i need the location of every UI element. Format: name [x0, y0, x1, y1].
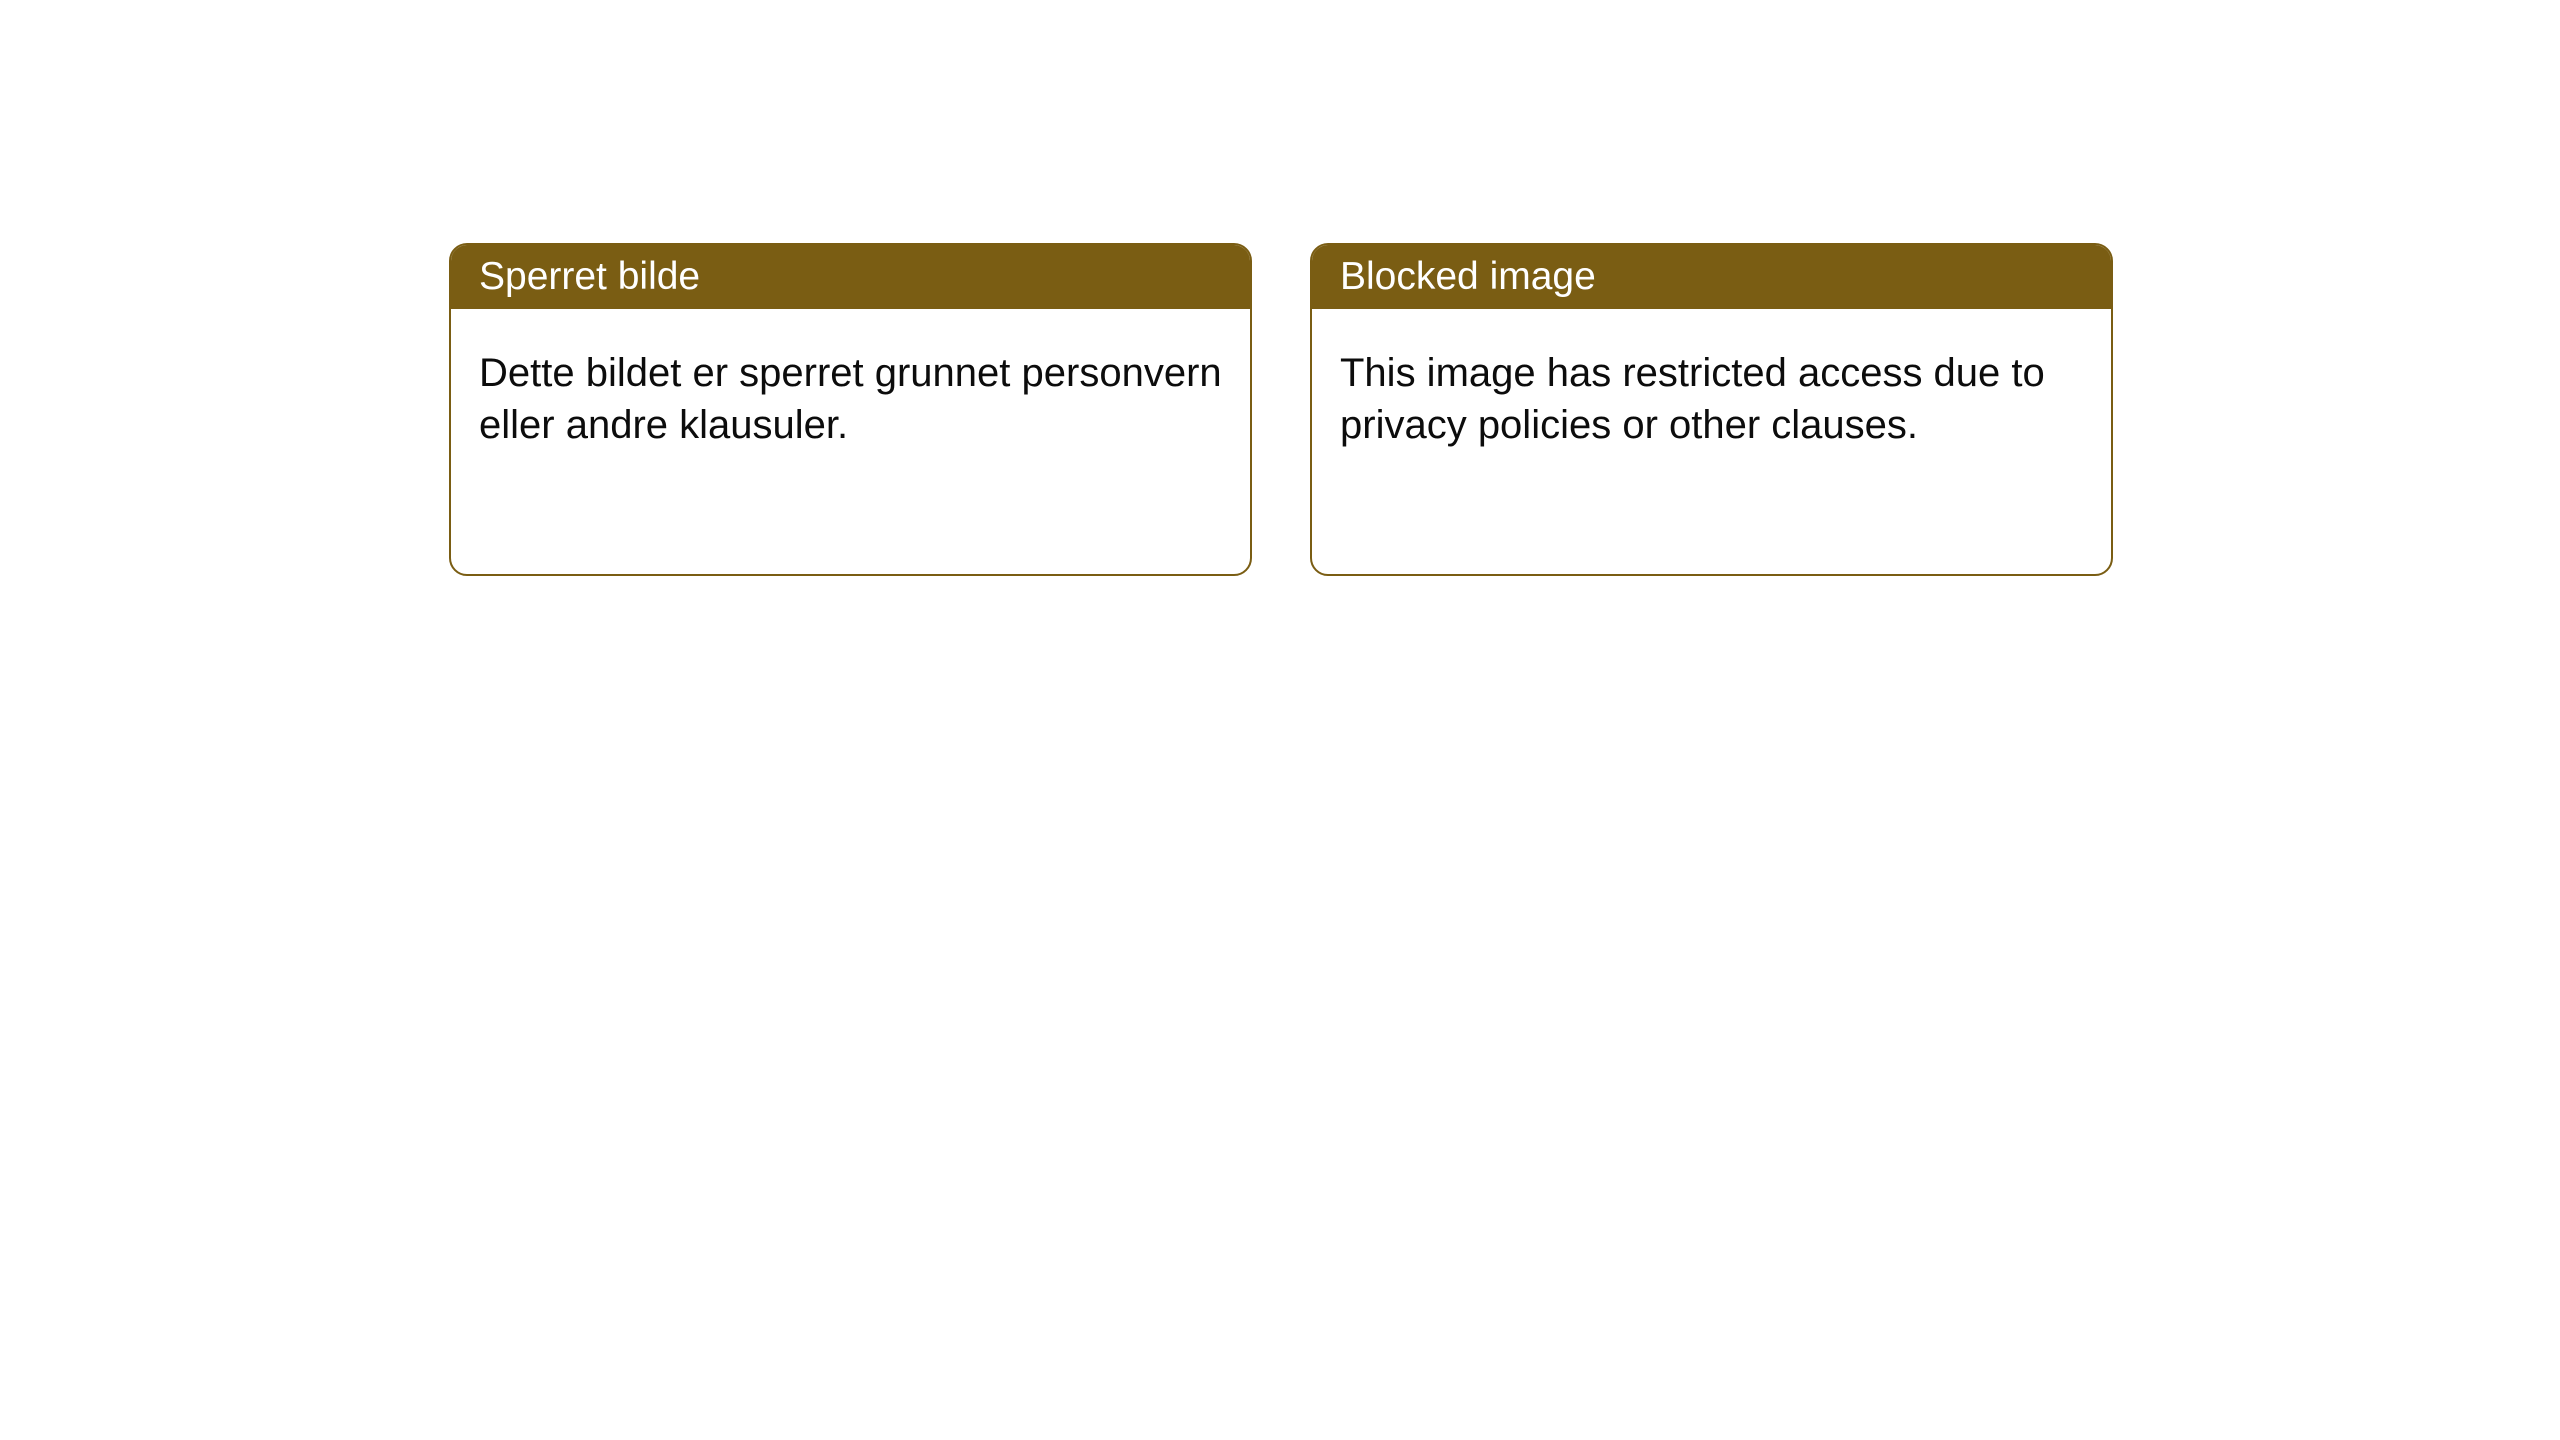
card-title: Blocked image: [1312, 245, 2111, 309]
card-title: Sperret bilde: [451, 245, 1250, 309]
blocked-image-card-english: Blocked image This image has restricted …: [1310, 243, 2113, 576]
card-body-text: This image has restricted access due to …: [1312, 309, 2111, 489]
card-row: Sperret bilde Dette bildet er sperret gr…: [0, 0, 2560, 576]
blocked-image-card-norwegian: Sperret bilde Dette bildet er sperret gr…: [449, 243, 1252, 576]
card-body-text: Dette bildet er sperret grunnet personve…: [451, 309, 1250, 489]
